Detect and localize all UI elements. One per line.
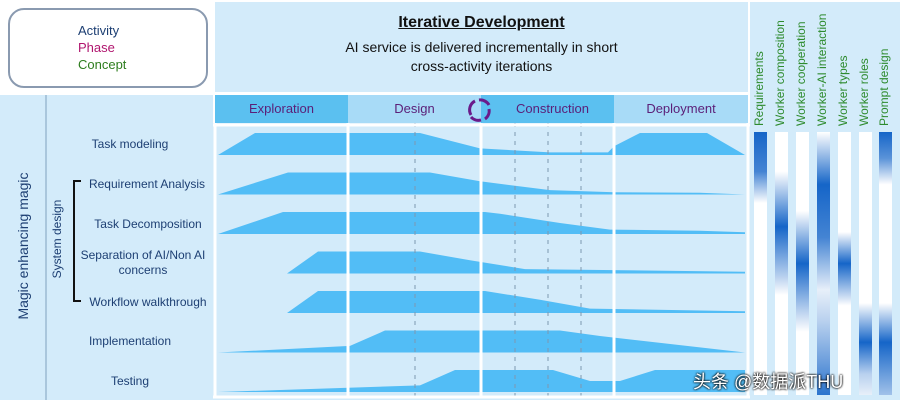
concept-label: Worker types — [835, 55, 850, 126]
phase-design: Design — [348, 95, 481, 123]
concept-heat-strip — [858, 132, 872, 395]
legend-concept: Concept — [78, 57, 127, 72]
header: Iterative Development AI service is deli… — [215, 2, 748, 92]
activity-intensity-shape — [287, 251, 745, 274]
phase-construction: Construction — [481, 95, 614, 123]
activity-grid — [213, 123, 750, 400]
concept-label: Requirements — [752, 51, 766, 126]
concept-heat-strip — [754, 132, 767, 395]
system-design-bracket — [73, 180, 81, 302]
concept-label: Prompt design — [877, 48, 892, 126]
activity-label: Workflow walkthrough — [89, 295, 207, 309]
concept-heat-strip — [774, 132, 788, 395]
subgroup-label: System design — [50, 199, 64, 279]
concept-label: Worker-AI interaction — [814, 13, 829, 126]
legend-phase: Phase — [78, 40, 115, 55]
divider — [45, 95, 47, 400]
concept-heat-strip — [816, 132, 830, 395]
concept-label: Worker cooperation — [793, 21, 808, 127]
subtitle-line-1: AI service is delivered incrementally in… — [345, 39, 618, 55]
activity-label: Separation of AI/Non AI concerns — [80, 248, 206, 277]
activity-label: Task modeling — [91, 137, 169, 151]
concept-heat-strip — [795, 132, 809, 395]
legend-box: Activity Phase Concept — [8, 8, 208, 88]
activity-label: Task Decomposition — [94, 217, 202, 231]
activity-label: Requirement Analysis — [88, 177, 206, 191]
diagram-title: Iterative Development — [398, 14, 565, 31]
diagram-subtitle: AI service is delivered incrementally in… — [215, 38, 748, 76]
concept-heat-strip — [879, 132, 893, 395]
activity-intensity-shape — [287, 291, 745, 313]
concept-heat-strip — [837, 132, 851, 395]
watermark: 头条 @数据派THU — [693, 372, 844, 392]
subtitle-line-2: cross-activity iterations — [410, 58, 553, 74]
concept-label: Worker composition — [772, 20, 787, 126]
cycle-arrows-icon — [468, 98, 491, 122]
legend-activity: Activity — [78, 23, 120, 38]
phase-exploration: Exploration — [215, 95, 348, 123]
activity-label: Implementation — [88, 334, 172, 348]
phase-deployment: Deployment — [614, 95, 748, 123]
group-label: Magic enhancing magic — [15, 172, 31, 320]
concept-label: Worker roles — [856, 58, 871, 126]
activity-panel — [0, 95, 213, 400]
activity-label: Testing — [110, 374, 150, 388]
